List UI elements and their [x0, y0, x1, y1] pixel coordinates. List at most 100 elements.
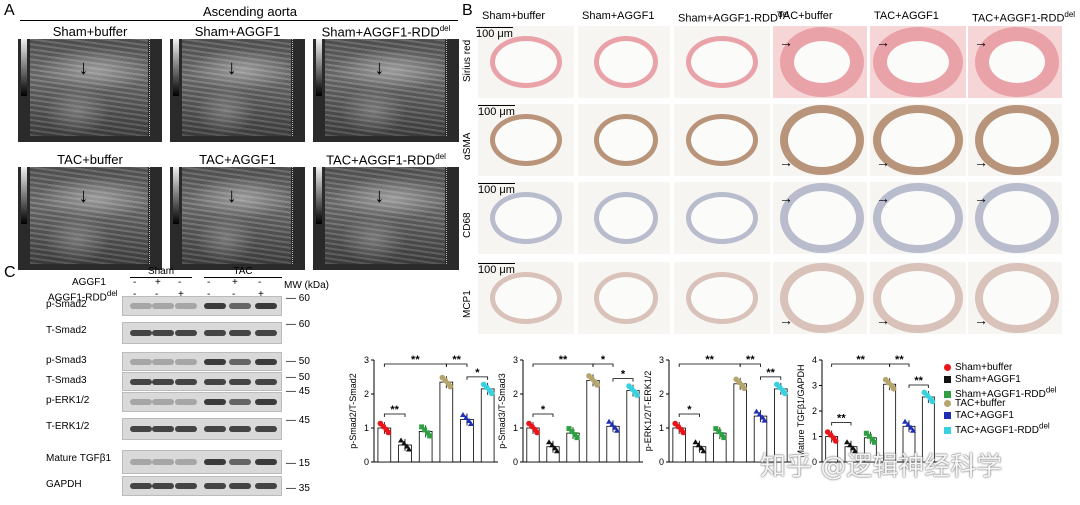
histology-image	[478, 26, 574, 98]
significance-label: **	[746, 354, 755, 366]
blot-strip	[122, 450, 282, 474]
y-axis-label: p-Smad3/T-Smad3	[497, 373, 507, 449]
significance-bracket	[592, 363, 614, 367]
y-tick-label: 3	[659, 355, 664, 365]
data-point	[721, 435, 727, 441]
significance-bracket	[532, 413, 554, 417]
arrow-icon: →	[779, 34, 793, 50]
significance-bracket	[383, 363, 447, 367]
depth-scale	[292, 162, 301, 264]
legend-marker	[944, 427, 951, 435]
histology-image	[674, 104, 770, 176]
ultrasound-title: TAC+AGGF1-RDDdel	[313, 152, 459, 168]
lane-sign: +	[178, 289, 184, 300]
blot-band	[255, 358, 277, 365]
vessel-ring	[594, 36, 658, 88]
legend-label: TAC+buffer	[955, 398, 1006, 409]
histology-column-title: TAC+buffer	[777, 10, 833, 22]
rdd-row-label: AGGF1-RDDdel	[48, 289, 118, 304]
superscript: del	[777, 10, 789, 19]
blot-strip	[122, 296, 282, 316]
significance-label: *	[687, 404, 692, 416]
data-point	[905, 421, 911, 427]
blot-band	[229, 303, 251, 309]
histology-row-label: CD68	[462, 212, 473, 238]
blot-band	[204, 378, 226, 385]
superscript: del	[1039, 422, 1050, 431]
vessel-ring	[780, 183, 864, 253]
blot-label: p-ERK1/2	[46, 395, 90, 406]
vessel-ring	[780, 263, 864, 333]
data-point	[592, 379, 598, 385]
scale-bar: 100 μm	[478, 263, 515, 276]
bar	[692, 446, 707, 463]
scale-bar: 100 μm	[478, 105, 515, 118]
blot-band	[255, 483, 277, 489]
data-point	[741, 385, 747, 392]
gray-scale-bar	[316, 36, 322, 96]
data-point	[885, 379, 892, 386]
scale-bar: 100 μm	[478, 183, 515, 196]
blot-strip	[122, 418, 282, 440]
histology-column-title: TAC+AGGF1	[874, 10, 939, 22]
legend-marker	[944, 411, 951, 419]
mw-marker: — 45	[286, 415, 310, 426]
data-point	[401, 440, 407, 446]
data-point	[736, 379, 742, 386]
legend-entry: TAC+buffer	[944, 398, 1006, 409]
legend-label: TAC+AGGF1	[955, 410, 1014, 421]
histology-image	[578, 104, 670, 176]
significance-label: **	[856, 354, 865, 366]
arrow-icon: →	[974, 190, 988, 206]
blot-label: T-Smad3	[46, 375, 87, 386]
blot-label: p-Smad3	[46, 355, 87, 366]
blot-band	[204, 483, 226, 489]
data-point	[589, 376, 595, 382]
bar	[398, 444, 412, 463]
histology-image: →	[968, 262, 1062, 334]
data-point	[774, 381, 780, 388]
data-point	[612, 424, 618, 430]
data-point	[406, 446, 412, 452]
blot-band	[204, 358, 226, 365]
y-tick-label: 2	[513, 389, 518, 399]
vessel-ring	[873, 105, 963, 175]
data-point	[549, 442, 555, 448]
legend-label: TAC+AGGF1-RDDdel	[955, 422, 1050, 437]
mw-marker: — 35	[286, 483, 310, 494]
histology-image	[478, 182, 574, 254]
histology-image	[478, 104, 574, 176]
bar	[439, 381, 454, 463]
significance-bracket	[831, 422, 852, 426]
data-point	[425, 430, 431, 436]
legend-marker	[944, 363, 951, 371]
y-tick-label: 2	[812, 406, 817, 416]
significance-label: **	[452, 354, 461, 366]
significance-label: *	[621, 369, 626, 381]
y-tick-label: 3	[513, 355, 518, 365]
data-point	[532, 426, 538, 433]
data-point	[480, 381, 487, 388]
blot-band	[130, 426, 152, 432]
ultrasound-title: Sham+buffer	[18, 24, 162, 39]
significance-bracket	[678, 363, 741, 367]
bar	[480, 388, 495, 463]
significance-bracket	[908, 384, 929, 388]
data-point	[439, 374, 446, 381]
arrow-icon: ↓	[226, 57, 237, 79]
data-point	[606, 418, 612, 424]
blot-band	[255, 303, 277, 309]
blot-band	[152, 426, 174, 432]
ultrasound-image	[18, 152, 162, 270]
superscript: del	[1045, 386, 1057, 395]
data-point	[863, 430, 869, 436]
data-point	[460, 412, 466, 417]
gray-scale-bar	[21, 164, 27, 224]
vessel-ring	[594, 114, 658, 166]
histology-image: →	[968, 26, 1062, 98]
data-point	[554, 448, 560, 454]
bar	[606, 425, 620, 463]
significance-label: **	[559, 354, 568, 366]
vessel-ring	[594, 192, 658, 244]
data-point	[427, 433, 433, 439]
